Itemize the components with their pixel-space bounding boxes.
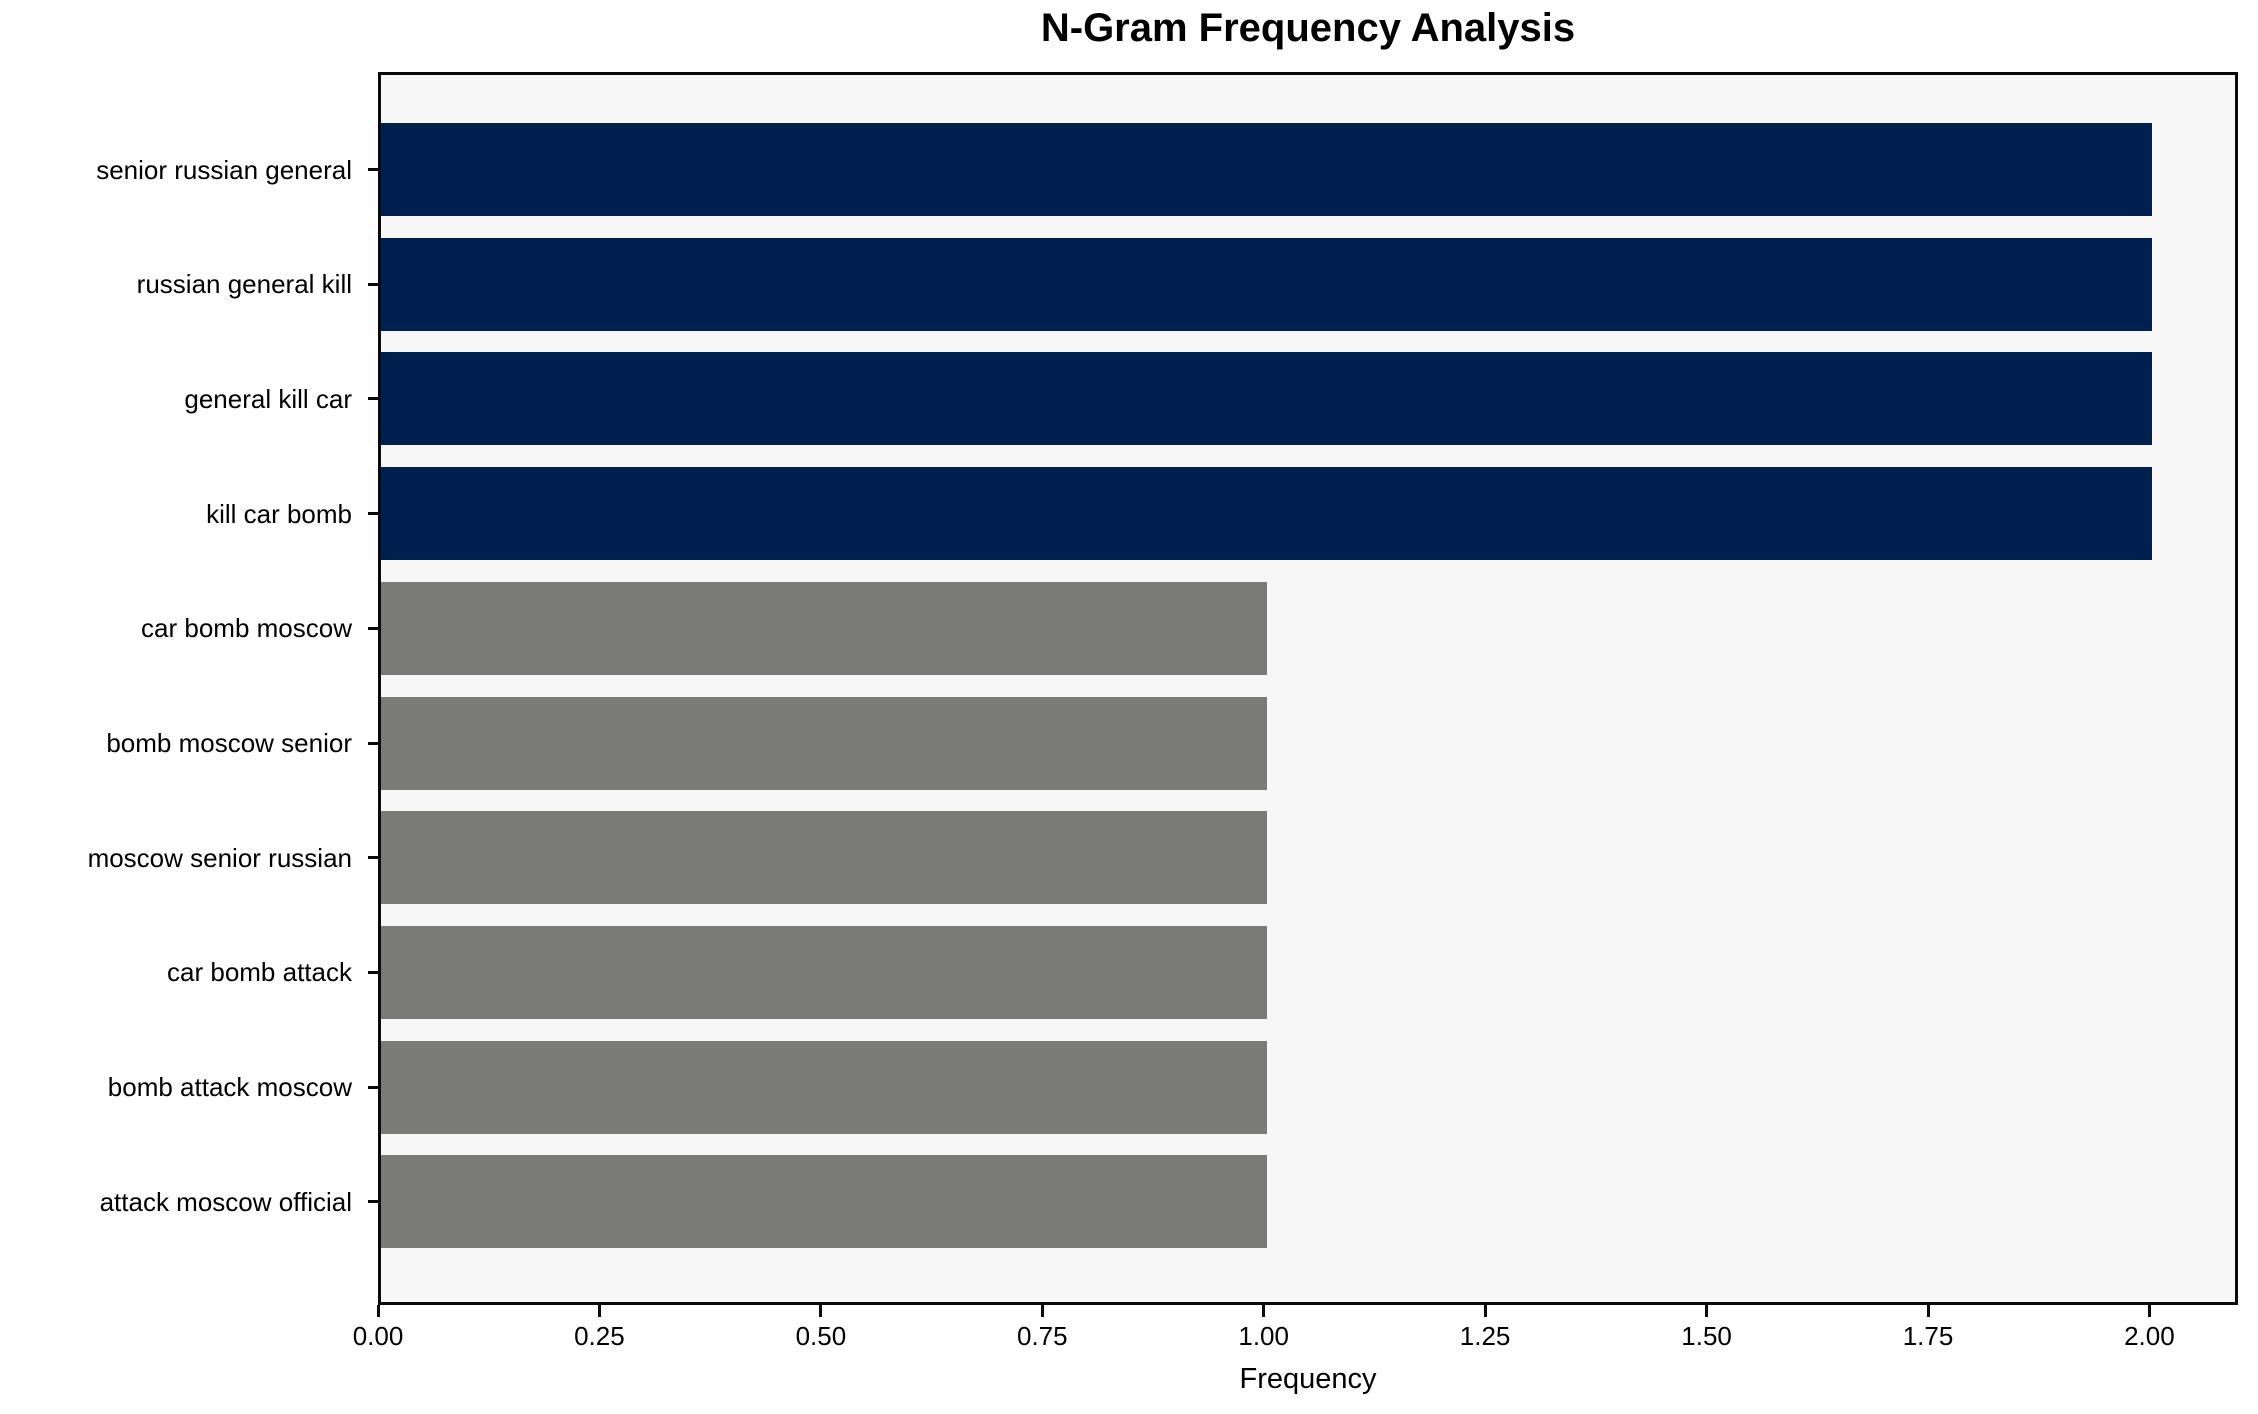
bar-attack-moscow-official [381, 1155, 1267, 1249]
y-tick-mark [368, 626, 378, 630]
y-tick-label: bomb attack moscow [107, 1072, 352, 1103]
x-tick-mark [819, 1305, 823, 1317]
y-tick-mark [368, 512, 378, 516]
x-tick-mark [2147, 1305, 2151, 1317]
y-tick-label: bomb moscow senior [106, 728, 352, 758]
y-tick-mark [368, 970, 378, 974]
chart-title: N-Gram Frequency Analysis [1040, 6, 1576, 50]
x-tick-label: 1.50 [1681, 1321, 1732, 1351]
x-tick-label: 0.00 [352, 1321, 404, 1351]
y-tick-label: kill car bomb [206, 498, 352, 529]
x-axis-label: Frequency [1239, 1363, 1377, 1395]
y-tick-mark [368, 397, 378, 401]
y-tick-mark [368, 282, 378, 286]
y-tick-label: russian general kill [136, 269, 352, 300]
y-tick-mark [368, 741, 378, 745]
bar-kill-car-bomb [381, 467, 2153, 561]
x-tick-mark [1040, 1305, 1044, 1317]
x-tick-label: 1.75 [1902, 1321, 1954, 1351]
y-tick-label: car bomb attack [167, 957, 352, 988]
y-tick-label: moscow senior russian [87, 842, 352, 873]
bar-bomb-attack-moscow [381, 1040, 1267, 1134]
bar-russian-general-kill [381, 237, 2153, 331]
bar-senior-russian-general [381, 123, 2153, 216]
x-tick-mark [1705, 1305, 1709, 1317]
bar-bomb-moscow-senior [381, 696, 1267, 790]
y-tick-mark [368, 1200, 378, 1204]
x-tick-label: 1.00 [1238, 1321, 1289, 1351]
y-tick-mark [368, 856, 378, 860]
x-tick-mark [1926, 1305, 1930, 1317]
y-tick-label: senior russian general [96, 154, 352, 185]
x-tick-label: 0.50 [795, 1321, 847, 1351]
x-tick-mark [376, 1305, 380, 1317]
bar-general-kill-car [381, 352, 2153, 446]
x-tick-mark [1483, 1305, 1487, 1317]
y-tick-label: attack moscow official [99, 1186, 352, 1217]
y-tick-mark [368, 168, 378, 171]
y-tick-label: general kill car [184, 383, 352, 414]
bar-moscow-senior-russian [381, 811, 1267, 905]
plot-area [378, 72, 2238, 1305]
x-tick-mark [1262, 1305, 1266, 1317]
x-tick-mark [597, 1305, 601, 1317]
x-tick-label: 0.25 [574, 1321, 625, 1351]
y-tick-label: car bomb moscow [141, 613, 352, 644]
bar-car-bomb-moscow [381, 581, 1267, 675]
bar-car-bomb-attack [381, 925, 1267, 1019]
y-tick-mark [368, 1085, 378, 1089]
x-tick-label: 0.75 [1016, 1321, 1068, 1351]
x-tick-label: 2.00 [2124, 1321, 2175, 1351]
x-tick-label: 1.25 [1459, 1321, 1511, 1351]
